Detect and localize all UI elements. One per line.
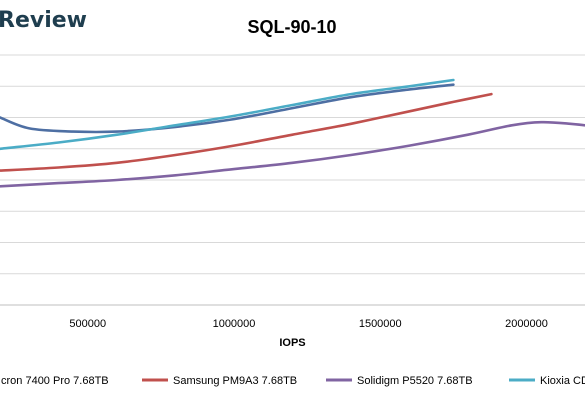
series-line-3 [0, 120, 585, 188]
legend-label-3: Solidigm P5520 7.68TB [357, 375, 473, 387]
x-tick-label: 500000 [69, 318, 106, 330]
x-tick-label: 1000000 [213, 318, 256, 330]
series-line-2 [0, 92, 493, 172]
legend-label-2: Samsung PM9A3 7.68TB [173, 375, 297, 387]
legend: cron 7400 Pro 7.68TB Samsung PM9A3 7.68TB… [1, 375, 585, 387]
brand-logo-text: Review [0, 8, 87, 33]
chart-title: SQL-90-10 [247, 17, 336, 37]
x-tick-label: 1500000 [359, 318, 402, 330]
x-tick-label: 2000000 [505, 318, 548, 330]
series-line-1 [0, 83, 455, 134]
x-axis-label: IOPS [279, 337, 305, 349]
plot-area [0, 78, 585, 188]
legend-label-1: cron 7400 Pro 7.68TB [1, 375, 109, 387]
legend-label-4: Kioxia CD [540, 375, 585, 387]
x-axis-ticks: 500000 1000000 1500000 2000000 [69, 318, 548, 330]
series-line-4 [0, 78, 455, 151]
